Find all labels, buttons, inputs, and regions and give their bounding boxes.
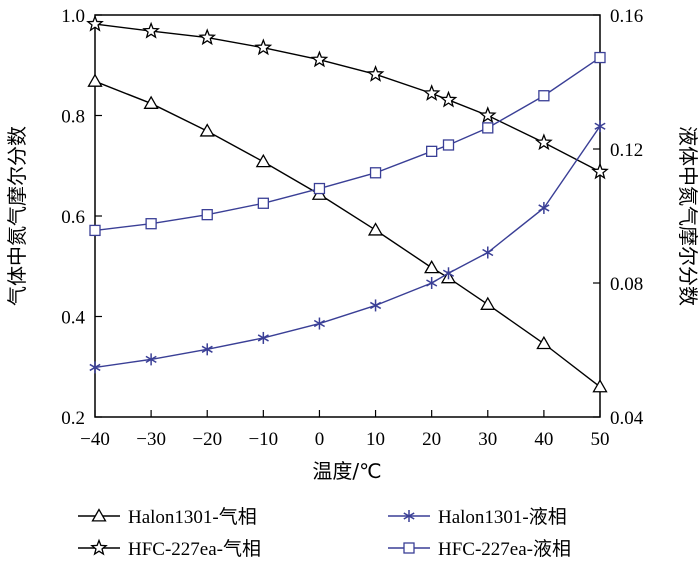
data-point-star [439,90,458,108]
data-point-square [442,139,455,151]
series-line [94,125,601,369]
data-point-star [422,84,441,101]
y-right-tick-label: 0.08 [610,274,643,295]
x-tick-label: −10 [248,429,278,450]
series-line [94,56,601,232]
data-point-asterisk [201,343,213,356]
y-right-tick-label: 0.12 [610,140,643,161]
series-markers [86,14,609,393]
legend-item: Halon1301-液相 [388,506,567,528]
series-line [94,23,601,173]
x-axis-title: 温度/℃ [312,459,381,483]
data-point-square [594,51,606,64]
data-point-asterisk [594,120,606,133]
data-point-asterisk [89,361,101,374]
legend-item: Halon1301-气相 [78,506,257,528]
y-right-tick-label: 0.16 [610,6,643,27]
data-point-star [535,133,553,151]
data-point-triangle [143,95,159,109]
legend-marker [403,510,415,522]
legend-label: Halon1301-气相 [128,506,257,528]
y-left-axis-title: 气体中氮气摩尔分数 [5,126,29,306]
data-point-asterisk [426,277,438,289]
data-point-star [310,50,329,68]
x-tick-label: −30 [136,429,166,450]
data-point-square [538,90,550,102]
x-tick-label: −40 [80,429,110,450]
axis-ticks: −40 −30 −20 −10 0 10 20 30 40 50 0.2 0.4 0.6 0.8 1.0 0.… [61,6,644,450]
legend-marker [91,508,107,522]
data-point-square [426,145,438,157]
data-point-square [201,209,213,221]
data-point-triangle [424,259,440,274]
data-point-square [313,182,326,195]
data-point-asterisk [313,317,326,330]
legend-item: HFC-227ea-液相 [388,538,571,560]
data-point-asterisk [257,331,269,344]
data-point-asterisk [145,353,157,366]
x-tick-label: 20 [422,429,441,450]
series-line [94,80,601,388]
x-tick-label: 10 [366,429,385,450]
data-point-triangle [536,335,552,350]
legend-marker [403,542,415,554]
x-tick-label: 0 [315,429,325,450]
data-point-star [366,64,385,82]
y-right-axis-title: 液体中氮气摩尔分数 [676,126,700,306]
x-tick-label: 40 [534,429,553,450]
data-point-triangle [199,123,215,137]
data-point-asterisk [482,246,494,259]
x-tick-label: 50 [591,429,610,450]
data-point-triangle [255,153,271,168]
data-point-square [369,167,382,179]
data-point-star [254,38,273,56]
data-point-star [86,14,104,32]
data-point-asterisk [538,201,550,214]
legend-label: Halon1301-液相 [438,506,567,528]
y-left-tick-label: 0.6 [61,207,85,228]
legend: Halon1301-气相 Halon1301-液相 HFC-227ea-气相 HFC-… [78,506,571,560]
data-point-triangle [480,296,496,310]
data-point-star [198,28,217,46]
data-point-square [89,224,101,237]
data-point-triangle [87,73,103,87]
y-right-tick-label: 0.04 [610,408,644,429]
y-left-tick-label: 0.8 [61,107,85,128]
data-point-star [142,21,160,39]
data-point-square [482,122,494,134]
data-point-triangle [592,379,608,393]
series-lines [94,23,601,388]
y-left-tick-label: 0.2 [61,408,85,429]
data-point-triangle [367,222,384,236]
x-tick-label: −20 [192,429,222,450]
x-tick-label: 30 [478,429,497,450]
plot-frame [94,14,601,418]
data-point-asterisk [442,267,455,280]
legend-marker [90,538,108,556]
data-point-star [591,162,609,180]
y-left-tick-label: 1.0 [61,6,85,27]
legend-label: HFC-227ea-液相 [438,538,571,560]
data-point-asterisk [369,299,382,312]
y-left-tick-label: 0.4 [61,308,85,329]
data-point-square [145,218,157,230]
legend-label: HFC-227ea-气相 [128,538,261,560]
data-point-square [257,197,269,209]
legend-item: HFC-227ea-气相 [78,538,261,560]
data-point-star [478,106,497,124]
